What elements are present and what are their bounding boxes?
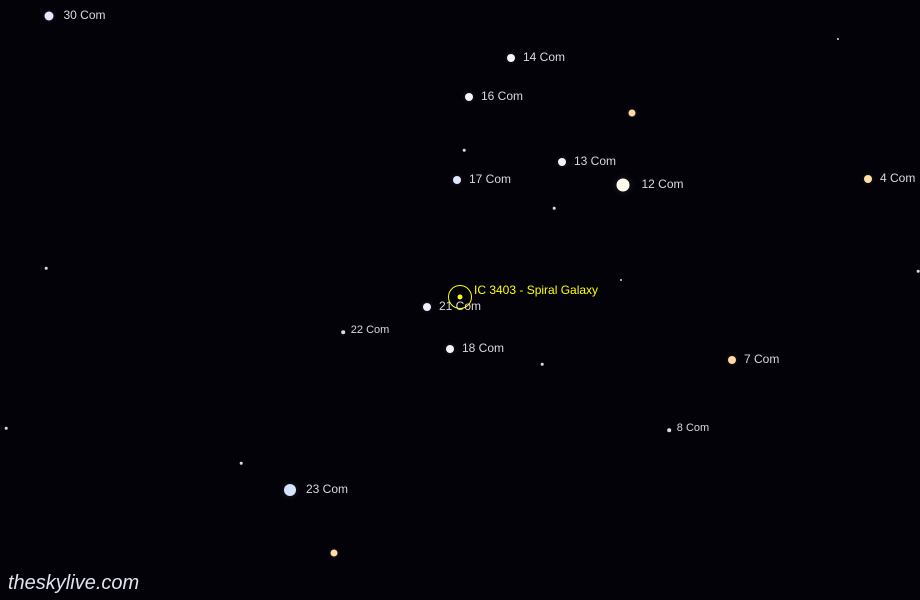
star-faint-f	[620, 279, 622, 281]
star-faint-c	[553, 207, 556, 210]
star-30 Com	[45, 12, 54, 21]
star-8 Com	[667, 428, 671, 432]
star-faint-d	[45, 267, 48, 270]
star-label-4 Com: 4 Com	[880, 171, 915, 185]
star-label-12 Com: 12 Com	[642, 177, 684, 191]
star-4 Com	[864, 175, 872, 183]
star-label-14 Com: 14 Com	[523, 50, 565, 64]
star-label-23 Com: 23 Com	[306, 482, 348, 496]
star-faint-h	[5, 427, 8, 430]
star-faint-j	[331, 550, 338, 557]
target-label: IC 3403 - Spiral Galaxy	[474, 283, 598, 297]
star-21 Com	[423, 303, 431, 311]
star-label-22 Com: 22 Com	[351, 324, 390, 336]
star-faint-i	[240, 462, 243, 465]
star-label-7 Com: 7 Com	[744, 352, 779, 366]
star-label-16 Com: 16 Com	[481, 89, 523, 103]
watermark: theskylive.com	[8, 572, 139, 595]
star-faint-a	[629, 110, 636, 117]
star-18 Com	[446, 345, 454, 353]
star-label-30 Com: 30 Com	[64, 8, 106, 22]
star-label-13 Com: 13 Com	[574, 154, 616, 168]
star-faint-g	[541, 363, 544, 366]
star-chart: 30 Com 14 Com 16 Com 17 Com 13 Com 12 Com 4 Co…	[0, 0, 920, 600]
star-faint-e	[837, 38, 839, 40]
star-14 Com	[507, 54, 515, 62]
star-17 Com	[453, 176, 461, 184]
star-label-17 Com: 17 Com	[469, 172, 511, 186]
star-22 Com	[341, 330, 345, 334]
star-7 Com	[728, 356, 736, 364]
star-label-18 Com: 18 Com	[462, 341, 504, 355]
star-faint-b	[463, 149, 466, 152]
star-13 Com	[558, 158, 566, 166]
star-faint-k	[917, 270, 920, 273]
star-label-8 Com: 8 Com	[677, 422, 709, 434]
star-12 Com	[617, 179, 630, 192]
target-dot	[458, 295, 463, 300]
star-23 Com	[284, 484, 296, 496]
star-16 Com	[465, 93, 473, 101]
